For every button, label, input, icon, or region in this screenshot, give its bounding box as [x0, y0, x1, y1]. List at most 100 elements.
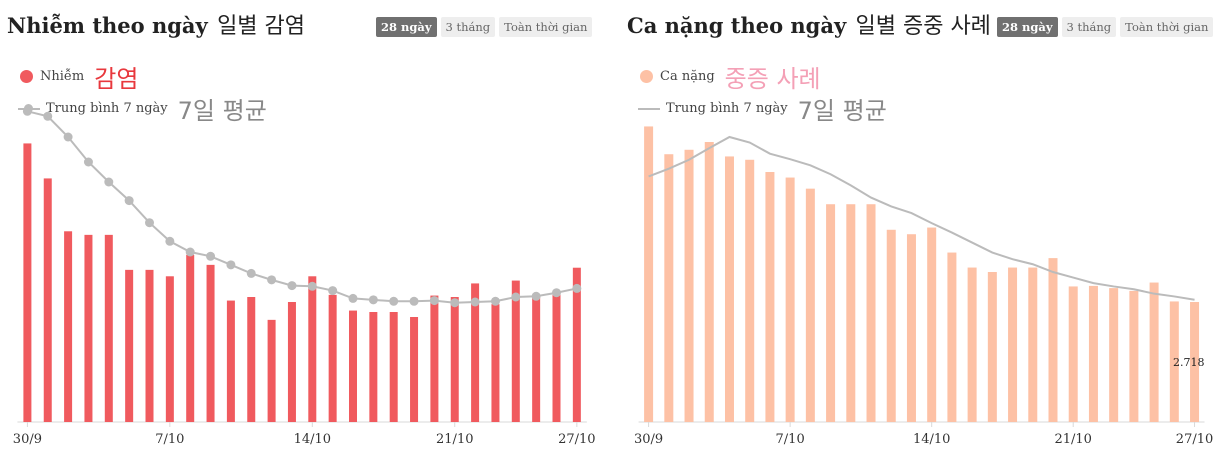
- bar: [410, 317, 419, 422]
- average-point: [43, 111, 53, 121]
- bar: [23, 143, 32, 422]
- bar: [1048, 258, 1058, 422]
- x-tick-label: 27/10: [558, 432, 595, 447]
- average-point: [206, 251, 216, 261]
- average-point: [572, 283, 582, 293]
- filter-3-months[interactable]: 3 tháng: [440, 17, 496, 37]
- average-point: [185, 247, 195, 257]
- average-point: [267, 275, 277, 285]
- bar: [1149, 282, 1159, 422]
- bar: [1129, 290, 1139, 422]
- average-point: [246, 268, 256, 278]
- bar: [866, 204, 876, 422]
- line-marker-icon: [638, 107, 660, 110]
- filter-28-days[interactable]: 28 ngày: [376, 17, 437, 37]
- bar: [765, 172, 775, 422]
- bar: [552, 291, 561, 422]
- filter-28-days[interactable]: 28 ngày: [997, 17, 1058, 37]
- circle-icon: [20, 70, 33, 83]
- bar: [644, 126, 654, 422]
- bar: [186, 254, 195, 422]
- title-ko: 일별 증중 사례: [855, 14, 991, 39]
- infected-panel: Nhiễm theo ngày 일별 감염 28 ngày 3 tháng To…: [0, 0, 600, 455]
- bar: [104, 234, 113, 422]
- average-point: [511, 292, 521, 302]
- bar: [785, 177, 795, 422]
- bar: [1109, 288, 1119, 422]
- x-tick-label: 7/10: [776, 432, 805, 447]
- bar: [906, 234, 916, 422]
- x-tick-label: 21/10: [436, 432, 473, 447]
- average-point: [287, 281, 297, 291]
- x-tick-label: 30/9: [634, 432, 663, 447]
- infected-chart: 30/9 7/10 14/10 21/10 27/10: [13, 106, 596, 447]
- average-line: [27, 110, 578, 304]
- bar: [369, 312, 378, 422]
- bar: [145, 269, 154, 422]
- average-point: [22, 106, 32, 116]
- time-range-filters: 28 ngày 3 tháng Toàn thời gian: [997, 17, 1214, 37]
- average-point: [348, 293, 358, 303]
- circle-icon: [640, 70, 653, 83]
- x-tick-label: 7/10: [155, 432, 184, 447]
- average-point: [470, 297, 480, 307]
- legend-annotation: 7일 평균: [177, 97, 267, 125]
- x-tick-label: 21/10: [1054, 432, 1091, 447]
- bar: [987, 272, 997, 422]
- chart-title: Nhiễm theo ngày 일별 감염: [7, 8, 305, 40]
- bar: [43, 178, 52, 422]
- bar: [572, 267, 581, 422]
- average-point: [226, 260, 236, 270]
- average-point: [328, 286, 338, 296]
- data-label: 2.718: [1173, 356, 1205, 369]
- average-point: [307, 281, 317, 291]
- bar: [165, 276, 174, 422]
- average-point: [450, 298, 460, 308]
- bar: [532, 294, 541, 422]
- legend-annotation: 감염: [94, 65, 139, 93]
- filter-3-months[interactable]: 3 tháng: [1061, 17, 1117, 37]
- bar: [389, 312, 398, 422]
- severe-chart: 30/9 7/10 14/10 21/10 27/10 2.718: [634, 126, 1213, 447]
- bar: [664, 154, 674, 422]
- average-point: [63, 132, 73, 142]
- legend-label: Ca nặng: [660, 69, 715, 84]
- bar: [349, 310, 357, 422]
- average-point: [368, 295, 378, 305]
- legend-annotation: 중증 사례: [724, 65, 821, 93]
- average-point: [409, 296, 419, 306]
- average-point: [552, 288, 561, 298]
- average-point: [165, 236, 175, 246]
- average-point: [124, 196, 134, 206]
- average-point: [83, 157, 93, 167]
- filter-all-time[interactable]: Toàn thời gian: [499, 17, 593, 37]
- bar: [84, 234, 93, 422]
- bar: [247, 297, 256, 422]
- bar: [1028, 267, 1038, 422]
- title-ko: 일별 감염: [217, 14, 306, 39]
- bar: [967, 267, 977, 422]
- title-vi: Ca nặng theo ngày: [627, 13, 847, 38]
- bar: [64, 231, 73, 422]
- severe-panel: Ca nặng theo ngày 일별 증중 사례 28 ngày 3 thá…: [620, 0, 1220, 455]
- bar: [471, 283, 480, 422]
- bar: [511, 280, 520, 422]
- bar: [1088, 285, 1098, 422]
- x-tick-label: 30/9: [13, 432, 42, 447]
- legend-average: Trung bình 7 ngày 7일 평균: [638, 91, 887, 126]
- bar: [226, 300, 235, 422]
- bar: [1068, 286, 1078, 422]
- bar: [724, 156, 734, 422]
- average-line: [648, 135, 1195, 301]
- legend-label: Trung bình 7 ngày: [666, 101, 788, 116]
- bar: [1008, 267, 1018, 422]
- legend-label: Trung bình 7 ngày: [46, 101, 168, 116]
- bar: [267, 319, 276, 422]
- bar: [826, 204, 836, 422]
- chart-title: Ca nặng theo ngày 일별 증중 사례: [627, 8, 991, 40]
- average-point: [389, 296, 399, 306]
- filter-all-time[interactable]: Toàn thời gian: [1120, 17, 1214, 37]
- title-vi: Nhiễm theo ngày: [7, 13, 208, 38]
- bar: [927, 227, 937, 422]
- bar: [1169, 301, 1179, 422]
